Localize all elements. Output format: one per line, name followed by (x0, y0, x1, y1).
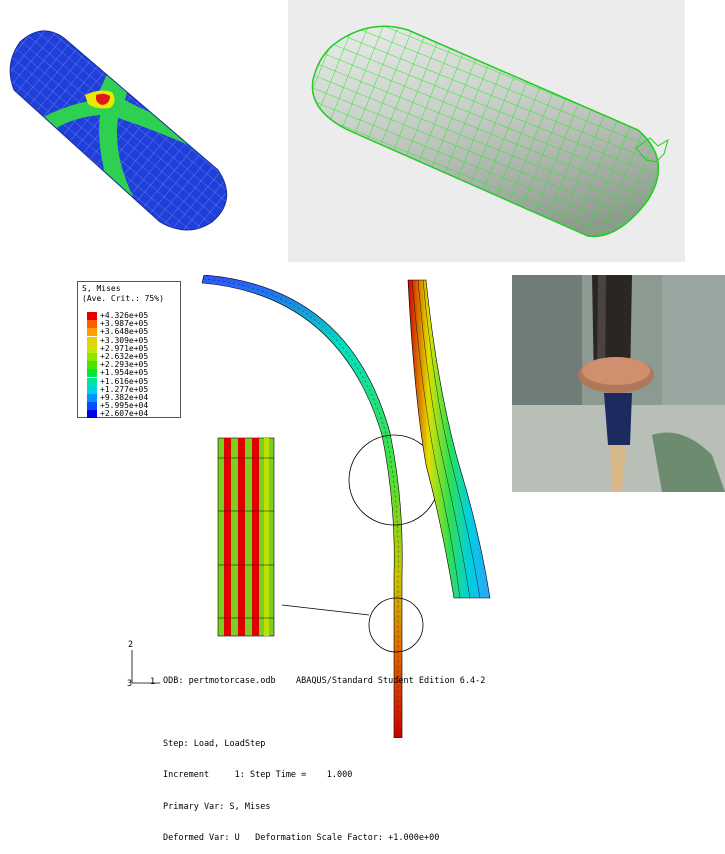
legend-value: +1.616e+05 (100, 376, 149, 386)
cylinder-body (10, 30, 227, 231)
abaqus-info-block: ODB: pertmotorcase.odb ABAQUS/Standard S… (163, 655, 485, 854)
legend-value: +2.607e+04 (100, 409, 149, 419)
axis-label-1: 1 (150, 677, 156, 687)
axis-label-3: 3 (127, 679, 133, 689)
legend-swatch (87, 369, 97, 378)
axis-label-2: 2 (128, 640, 134, 650)
legend-swatch (87, 377, 97, 386)
legend-value: +5.995e+04 (100, 401, 149, 411)
legend-value: +3.309e+05 (100, 335, 149, 345)
increment-line: Increment 1: Step Time = 1.000 (163, 770, 353, 780)
legend-value: +2.632e+05 (100, 352, 149, 361)
legend-title-line1: S, Mises (82, 284, 121, 293)
legend-title-line2: (Ave. Crit.: 75%) (82, 294, 164, 303)
legend-value: +3.987e+05 (100, 319, 149, 329)
stress-cylinder-render (9, 30, 228, 231)
legend-swatch (87, 394, 97, 402)
legend-swatch (87, 312, 97, 320)
legend-value: +2.293e+05 (100, 360, 149, 370)
legend-swatch (87, 320, 97, 329)
odb-line: ODB: pertmotorcase.odb ABAQUS/Standard S… (163, 676, 486, 686)
deformed-mesh-render (288, 0, 685, 262)
legend-swatch (87, 344, 97, 353)
legend-value: +4.326e+05 (100, 311, 149, 320)
winding-photo (512, 275, 725, 492)
coordinate-triad (131, 650, 160, 684)
legend-value: +1.954e+05 (100, 368, 149, 378)
step-line: Step: Load, LoadStep (163, 738, 266, 749)
legend-value: +2.971e+05 (100, 343, 149, 353)
legend-swatch (87, 410, 97, 419)
legend-title: S, Mises (Ave. Crit.: 75%) (82, 284, 164, 304)
legend-swatch (87, 353, 97, 361)
legend-value: +9.382e+04 (100, 393, 149, 402)
stress-legend: S, Mises (Ave. Crit.: 75%) +4.326e+05 +3.… (77, 281, 181, 419)
deformed-var-line: Deformed Var: U Deformation Scale Factor… (163, 833, 440, 843)
legend-value: +3.648e+05 (100, 327, 149, 337)
legend-swatch (87, 385, 97, 394)
primary-var-line: Primary Var: S, Mises (163, 801, 271, 812)
legend-swatch (87, 328, 97, 337)
legend-swatch (87, 402, 97, 411)
bending-beam-render (201, 275, 491, 738)
legend-swatch (87, 361, 97, 370)
legend-value: +1.277e+05 (100, 384, 149, 394)
legend-swatch (87, 336, 97, 345)
